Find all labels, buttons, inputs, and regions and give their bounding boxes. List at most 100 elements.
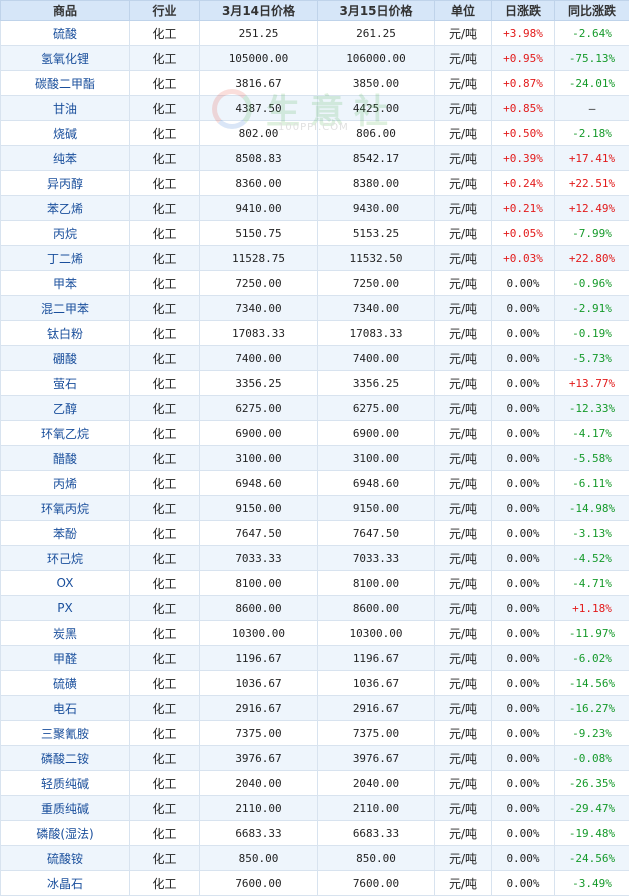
unit-cell: 元/吨 xyxy=(435,71,492,96)
industry-cell: 化工 xyxy=(130,496,200,521)
product-name-link[interactable]: 硫酸铵 xyxy=(1,846,130,871)
unit-cell: 元/吨 xyxy=(435,646,492,671)
product-name-link[interactable]: 纯苯 xyxy=(1,146,130,171)
product-name-link[interactable]: 苯酚 xyxy=(1,521,130,546)
product-name-link[interactable]: OX xyxy=(1,571,130,596)
price-curr-cell: 7600.00 xyxy=(318,871,435,896)
price-prev-cell: 6948.60 xyxy=(200,471,318,496)
product-name-link[interactable]: 醋酸 xyxy=(1,446,130,471)
product-name-link[interactable]: 环氧丙烷 xyxy=(1,496,130,521)
yoy-change-cell: -14.56% xyxy=(555,671,629,696)
yoy-change-cell: -3.49% xyxy=(555,871,629,896)
unit-cell: 元/吨 xyxy=(435,696,492,721)
product-name-link[interactable]: 甘油 xyxy=(1,96,130,121)
yoy-change-cell: -24.01% xyxy=(555,71,629,96)
product-name-link[interactable]: PX xyxy=(1,596,130,621)
yoy-change-cell: -19.48% xyxy=(555,821,629,846)
price-prev-cell: 7600.00 xyxy=(200,871,318,896)
product-name-link[interactable]: 丙烯 xyxy=(1,471,130,496)
industry-cell: 化工 xyxy=(130,696,200,721)
industry-cell: 化工 xyxy=(130,621,200,646)
unit-cell: 元/吨 xyxy=(435,271,492,296)
price-curr-cell: 10300.00 xyxy=(318,621,435,646)
product-name-link[interactable]: 电石 xyxy=(1,696,130,721)
industry-cell: 化工 xyxy=(130,321,200,346)
price-curr-cell: 3850.00 xyxy=(318,71,435,96)
price-prev-cell: 3976.67 xyxy=(200,746,318,771)
yoy-change-cell: -3.13% xyxy=(555,521,629,546)
product-name-link[interactable]: 甲醛 xyxy=(1,646,130,671)
product-name-link[interactable]: 环氧乙烷 xyxy=(1,421,130,446)
daily-change-cell: 0.00% xyxy=(492,821,555,846)
product-name-link[interactable]: 三聚氰胺 xyxy=(1,721,130,746)
yoy-change-cell: -2.91% xyxy=(555,296,629,321)
unit-cell: 元/吨 xyxy=(435,496,492,521)
product-name-link[interactable]: 环己烷 xyxy=(1,546,130,571)
price-curr-cell: 6683.33 xyxy=(318,821,435,846)
price-prev-cell: 2916.67 xyxy=(200,696,318,721)
daily-change-cell: +0.95% xyxy=(492,46,555,71)
product-name-link[interactable]: 冰晶石 xyxy=(1,871,130,896)
product-name-link[interactable]: 萤石 xyxy=(1,371,130,396)
price-curr-cell: 8380.00 xyxy=(318,171,435,196)
unit-cell: 元/吨 xyxy=(435,346,492,371)
price-curr-cell: 7400.00 xyxy=(318,346,435,371)
unit-cell: 元/吨 xyxy=(435,121,492,146)
price-prev-cell: 3356.25 xyxy=(200,371,318,396)
daily-change-cell: 0.00% xyxy=(492,271,555,296)
price-prev-cell: 17083.33 xyxy=(200,321,318,346)
industry-cell: 化工 xyxy=(130,421,200,446)
price-prev-cell: 7033.33 xyxy=(200,546,318,571)
daily-change-cell: 0.00% xyxy=(492,596,555,621)
industry-cell: 化工 xyxy=(130,96,200,121)
product-name-link[interactable]: 硫酸 xyxy=(1,21,130,46)
yoy-change-cell: -4.52% xyxy=(555,546,629,571)
daily-change-cell: 0.00% xyxy=(492,796,555,821)
price-curr-cell: 6900.00 xyxy=(318,421,435,446)
product-name-link[interactable]: 丙烷 xyxy=(1,221,130,246)
unit-cell: 元/吨 xyxy=(435,396,492,421)
product-name-link[interactable]: 磷酸(湿法) xyxy=(1,821,130,846)
product-name-link[interactable]: 磷酸二铵 xyxy=(1,746,130,771)
product-name-link[interactable]: 重质纯碱 xyxy=(1,796,130,821)
product-name-link[interactable]: 苯乙烯 xyxy=(1,196,130,221)
product-name-link[interactable]: 异丙醇 xyxy=(1,171,130,196)
yoy-change-cell: -5.73% xyxy=(555,346,629,371)
product-name-link[interactable]: 碳酸二甲酯 xyxy=(1,71,130,96)
product-name-link[interactable]: 钛白粉 xyxy=(1,321,130,346)
product-name-link[interactable]: 硼酸 xyxy=(1,346,130,371)
yoy-change-cell: -7.99% xyxy=(555,221,629,246)
daily-change-cell: 0.00% xyxy=(492,296,555,321)
yoy-change-cell: -12.33% xyxy=(555,396,629,421)
product-name-link[interactable]: 硫磺 xyxy=(1,671,130,696)
yoy-change-cell: — xyxy=(555,96,629,121)
industry-cell: 化工 xyxy=(130,796,200,821)
price-curr-cell: 3100.00 xyxy=(318,446,435,471)
product-name-link[interactable]: 轻质纯碱 xyxy=(1,771,130,796)
price-curr-cell: 4425.00 xyxy=(318,96,435,121)
product-name-link[interactable]: 混二甲苯 xyxy=(1,296,130,321)
product-name-link[interactable]: 烧碱 xyxy=(1,121,130,146)
unit-cell: 元/吨 xyxy=(435,821,492,846)
industry-cell: 化工 xyxy=(130,521,200,546)
product-name-link[interactable]: 氢氧化锂 xyxy=(1,46,130,71)
industry-cell: 化工 xyxy=(130,471,200,496)
price-curr-cell: 3976.67 xyxy=(318,746,435,771)
product-name-link[interactable]: 乙醇 xyxy=(1,396,130,421)
price-prev-cell: 8100.00 xyxy=(200,571,318,596)
product-name-link[interactable]: 甲苯 xyxy=(1,271,130,296)
header-price-prev: 3月14日价格 xyxy=(200,1,318,21)
product-name-link[interactable]: 丁二烯 xyxy=(1,246,130,271)
yoy-change-cell: -9.23% xyxy=(555,721,629,746)
yoy-change-cell: -0.19% xyxy=(555,321,629,346)
price-prev-cell: 7375.00 xyxy=(200,721,318,746)
product-name-link[interactable]: 炭黑 xyxy=(1,621,130,646)
